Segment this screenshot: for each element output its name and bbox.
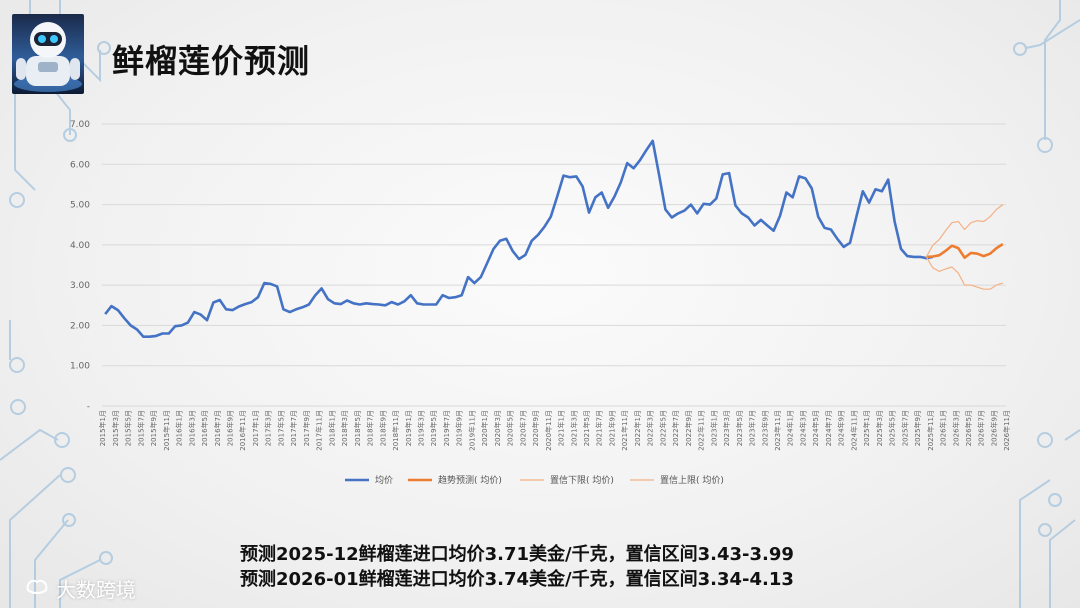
robot-logo-image <box>12 14 84 94</box>
x-tick-label: 2026年7月 <box>977 410 986 446</box>
x-tick-label: 2025年5月 <box>888 410 897 446</box>
x-tick-label: 2017年1月 <box>251 410 260 446</box>
x-tick-label: 2015年3月 <box>111 410 120 446</box>
x-tick-label: 2024年5月 <box>811 410 820 446</box>
brand-logo-icon <box>24 576 50 601</box>
x-tick-label: 2026年1月 <box>939 410 948 446</box>
x-tick-label: 2015年5月 <box>124 410 133 446</box>
x-tick-label: 2020年11月 <box>544 410 553 451</box>
x-tick-label: 2021年9月 <box>607 410 616 446</box>
x-tick-label: 2024年1月 <box>786 410 795 446</box>
x-tick-label: 2023年7月 <box>748 410 757 446</box>
legend-label: 置信上限( 均价) <box>660 474 724 486</box>
x-tick-label: 2018年1月 <box>327 410 336 446</box>
upper-bound-line <box>925 204 1004 258</box>
x-tick-label: 2022年9月 <box>684 410 693 446</box>
x-tick-label: 2025年9月 <box>913 410 922 446</box>
x-tick-label: 2023年5月 <box>735 410 744 446</box>
actual-price-line <box>104 139 934 339</box>
x-tick-label: 2019年3月 <box>416 410 425 446</box>
x-tick-label: 2022年11月 <box>697 410 706 451</box>
x-tick-label: 2018年3月 <box>340 410 349 446</box>
x-tick-label: 2017年5月 <box>276 410 285 446</box>
x-tick-label: 2021年11月 <box>620 410 629 451</box>
x-tick-label: 2025年11月 <box>926 410 935 451</box>
x-tick-label: 2020年5月 <box>506 410 515 446</box>
x-tick-label: 2020年1月 <box>480 410 489 446</box>
y-tick-label: 7.00 <box>70 120 90 130</box>
lower-bound-line <box>925 256 1003 290</box>
x-tick-label: 2022年7月 <box>671 410 680 446</box>
y-tick-label: 2.00 <box>70 321 90 331</box>
x-tick-label: 2024年9月 <box>837 410 846 446</box>
x-tick-label: 2015年11月 <box>162 410 171 451</box>
x-tick-label: 2016年5月 <box>200 410 209 446</box>
y-tick-label: 5.00 <box>70 201 90 211</box>
forecast-note-2: 预测2026-01鲜榴莲进口均价3.74美金/千克，置信区间3.34-4.13 <box>240 569 794 590</box>
x-tick-label: 2021年5月 <box>582 410 591 446</box>
x-tick-label: 2016年11月 <box>238 410 247 451</box>
x-tick-label: 2024年7月 <box>824 410 833 446</box>
x-tick-label: 2017年9月 <box>302 410 311 446</box>
x-tick-label: 2016年1月 <box>175 410 184 446</box>
x-tick-label: 2026年3月 <box>951 410 960 446</box>
x-tick-label: 2020年9月 <box>531 410 540 446</box>
x-tick-label: 2022年3月 <box>646 410 655 446</box>
y-tick-label: 1.00 <box>70 362 90 372</box>
x-tick-label: 2023年1月 <box>709 410 718 446</box>
x-tick-label: 2016年9月 <box>226 410 235 446</box>
brand-name: 大数跨境 <box>56 578 136 602</box>
x-tick-label: 2016年7月 <box>213 410 222 446</box>
y-tick-label: 3.00 <box>70 281 90 291</box>
x-tick-label: 2019年7月 <box>442 410 451 446</box>
x-tick-label: 2023年11月 <box>773 410 782 451</box>
x-tick-label: 2025年1月 <box>862 410 871 446</box>
x-tick-label: 2015年7月 <box>136 410 145 446</box>
x-tick-label: 2019年5月 <box>429 410 438 446</box>
x-tick-label: 2026年11月 <box>1002 410 1011 451</box>
x-tick-label: 2024年3月 <box>798 410 807 446</box>
x-tick-label: 2021年3月 <box>569 410 578 446</box>
x-tick-label: 2018年7月 <box>366 410 375 446</box>
legend-label: 均价 <box>375 474 393 486</box>
x-tick-label: 2017年3月 <box>264 410 273 446</box>
x-tick-label: 2026年5月 <box>964 410 973 446</box>
x-tick-label: 2016年3月 <box>187 410 196 446</box>
x-tick-label: 2015年9月 <box>149 410 158 446</box>
x-tick-label: 2024年11月 <box>849 410 858 451</box>
x-tick-label: 2026年9月 <box>989 410 998 446</box>
x-tick-label: 2019年1月 <box>404 410 413 446</box>
brand-watermark: 大数跨境 <box>24 574 136 603</box>
page-title: 鲜榴莲价预测 <box>112 42 311 80</box>
x-tick-label: 2023年3月 <box>722 410 731 446</box>
forecast-line <box>926 243 1004 260</box>
x-tick-label: 2018年9月 <box>378 410 387 446</box>
x-tick-label: 2018年11月 <box>391 410 400 451</box>
x-tick-label: 2022年1月 <box>633 410 642 446</box>
x-tick-label: 2021年1月 <box>557 410 566 446</box>
x-tick-label: 2020年3月 <box>493 410 502 446</box>
y-tick-label: 4.00 <box>70 241 90 251</box>
legend-label: 趋势预测( 均价) <box>438 474 502 486</box>
x-tick-label: 2020年7月 <box>518 410 527 446</box>
x-tick-label: 2015年1月 <box>98 410 107 446</box>
x-tick-label: 2025年3月 <box>875 410 884 446</box>
x-tick-label: 2022年5月 <box>658 410 667 446</box>
x-tick-label: 2019年9月 <box>455 410 464 446</box>
y-tick-label: - <box>87 402 90 412</box>
x-tick-label: 2025年7月 <box>900 410 909 446</box>
legend-label: 置信下限( 均价) <box>550 474 614 486</box>
y-tick-label: 6.00 <box>70 160 90 170</box>
x-tick-label: 2019年11月 <box>467 410 476 451</box>
x-tick-label: 2021年7月 <box>595 410 604 446</box>
x-tick-label: 2018年5月 <box>353 410 362 446</box>
forecast-note-1: 预测2025-12鲜榴莲进口均价3.71美金/千克，置信区间3.43-3.99 <box>240 544 794 565</box>
x-tick-label: 2017年11月 <box>315 410 324 451</box>
x-tick-label: 2023年9月 <box>760 410 769 446</box>
x-tick-label: 2017年7月 <box>289 410 298 446</box>
